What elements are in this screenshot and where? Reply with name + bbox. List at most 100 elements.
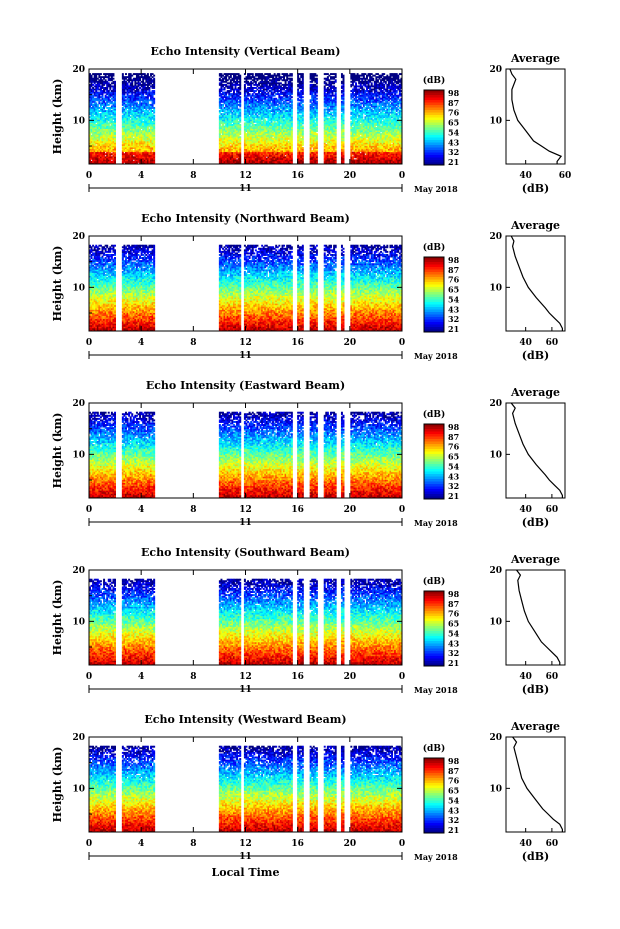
heatmap-cell [104,156,107,159]
heatmap-cell [92,122,95,125]
heatmap-cell [135,107,138,109]
heatmap-cell [223,94,226,97]
heatmap-cell [96,107,99,109]
heatmap-cell [109,136,112,139]
heatmap-cell [143,122,146,125]
heatmap-cell [134,117,137,120]
heatmap-cell [134,119,137,122]
heatmap-cell [231,114,234,117]
heatmap-cell [220,99,223,102]
heatmap-cell [109,116,112,119]
heatmap-cell [125,107,127,109]
heatmap-cell [143,76,146,79]
heatmap-cell [228,136,231,139]
heatmap-cell [104,82,107,85]
heatmap-cell [114,123,116,126]
heatmap-cell [112,156,115,159]
heatmap-cell [132,143,135,146]
heatmap-cell [148,116,151,119]
heatmap-cell [106,80,109,83]
heatmap-cell [139,147,142,149]
heatmap-cell [99,142,102,145]
heatmap-cell [222,128,224,131]
heatmap-cell [226,91,229,94]
heatmap-cell [96,80,99,83]
heatmap-cell [98,97,101,100]
heatmap-cell [110,150,113,153]
heatmap-cell [222,80,224,83]
heatmap-cell [148,82,151,85]
heatmap-cell [151,79,154,82]
heatmap-cell [228,162,231,165]
heatmap-cell [92,113,95,116]
heatmap-cell [225,127,228,129]
heatmap-cell [114,157,116,160]
heatmap-cell [107,134,110,137]
heatmap-cell [232,136,235,139]
heatmap-cell [95,153,98,156]
heatmap-cell [232,147,235,149]
heatmap-cell [151,136,154,139]
heatmap-cell [225,117,228,120]
heatmap-cell [229,73,232,76]
heatmap-cell [92,140,95,143]
heatmap-cell [135,96,138,99]
heatmap-cell [92,116,95,119]
heatmap-cell [104,99,107,102]
heatmap-cell [101,137,104,140]
heatmap-cell [101,122,104,125]
heatmap-cell [153,131,156,134]
heatmap-cell [150,93,152,96]
heatmap-cell [125,136,127,139]
heatmap-cell [98,117,101,120]
heatmap-cell [99,143,102,146]
heatmap-cell [139,96,142,99]
heatmap-cell [121,156,124,159]
heatmap-cell [139,120,142,123]
heatmap-cell [135,127,138,129]
heatmap-cell [228,122,231,125]
heatmap-cell [153,147,156,149]
heatmap-cell [145,143,148,146]
heatmap-cell [146,151,149,154]
heatmap-cell [148,77,151,80]
heatmap-cell [101,94,104,97]
heatmap-cell [90,156,93,159]
heatmap-cell [92,94,95,97]
heatmap-cell [96,85,99,88]
heatmap-cell [148,93,151,96]
heatmap-cell [123,111,126,114]
heatmap-cell [146,134,149,137]
heatmap-cell [89,120,91,123]
heatmap-cell [145,79,148,82]
heatmap-cell [98,73,101,76]
heatmap-cell [229,162,232,165]
heatmap-cell [222,127,224,129]
heatmap-cell [104,123,107,126]
heatmap-cell [112,88,115,91]
heatmap-cell [99,108,102,111]
heatmap-cell [93,142,96,145]
heatmap-cell [89,94,91,97]
heatmap-cell [109,85,112,88]
heatmap-cell [220,82,223,85]
heatmap-cell [225,154,228,157]
heatmap-cell [134,105,137,108]
heatmap-cell [112,143,115,146]
heatmap-cell [126,102,129,105]
heatmap-cell [89,113,91,116]
heatmap-cell [112,80,115,83]
heatmap-cell [114,100,116,103]
heatmap-cell [142,150,145,153]
heatmap-cell [106,145,109,148]
heatmap-cell [98,148,101,151]
heatmap-cell [107,94,110,97]
heatmap-cell [89,140,91,143]
heatmap-cell [131,114,134,117]
heatmap-cell [225,91,228,94]
heatmap-cell [132,110,135,113]
heatmap-cell [153,114,156,117]
heatmap-cell [218,143,221,146]
heatmap-cell [125,113,127,116]
heatmap-cell [126,130,129,133]
